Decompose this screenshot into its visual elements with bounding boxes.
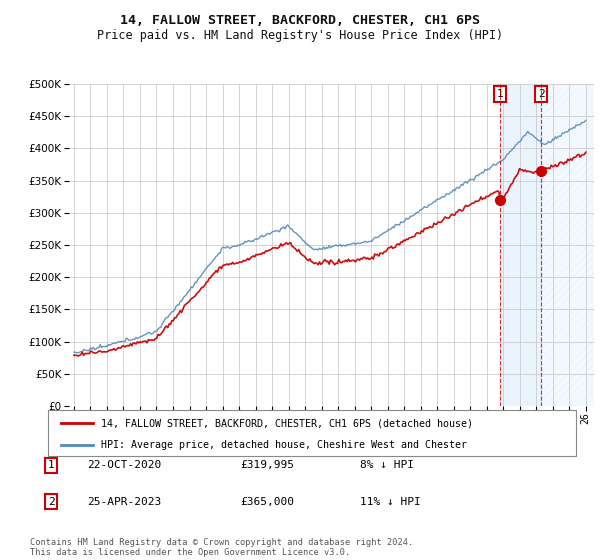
Text: 1: 1 (47, 460, 55, 470)
Text: 1: 1 (497, 89, 503, 99)
Text: £365,000: £365,000 (240, 497, 294, 507)
Text: 14, FALLOW STREET, BACKFORD, CHESTER, CH1 6PS (detached house): 14, FALLOW STREET, BACKFORD, CHESTER, CH… (101, 418, 473, 428)
FancyBboxPatch shape (48, 410, 576, 456)
Text: 2: 2 (538, 89, 545, 99)
Text: 8% ↓ HPI: 8% ↓ HPI (360, 460, 414, 470)
Text: £319,995: £319,995 (240, 460, 294, 470)
Text: Contains HM Land Registry data © Crown copyright and database right 2024.
This d: Contains HM Land Registry data © Crown c… (30, 538, 413, 557)
Bar (500, 84, 541, 406)
Text: 22-OCT-2020: 22-OCT-2020 (87, 460, 161, 470)
Text: 14, FALLOW STREET, BACKFORD, CHESTER, CH1 6PS: 14, FALLOW STREET, BACKFORD, CHESTER, CH… (120, 14, 480, 27)
Bar (541, 84, 594, 406)
Text: HPI: Average price, detached house, Cheshire West and Chester: HPI: Average price, detached house, Ches… (101, 440, 467, 450)
Text: Price paid vs. HM Land Registry's House Price Index (HPI): Price paid vs. HM Land Registry's House … (97, 29, 503, 42)
Text: 25-APR-2023: 25-APR-2023 (87, 497, 161, 507)
Text: 2: 2 (47, 497, 55, 507)
Text: 11% ↓ HPI: 11% ↓ HPI (360, 497, 421, 507)
